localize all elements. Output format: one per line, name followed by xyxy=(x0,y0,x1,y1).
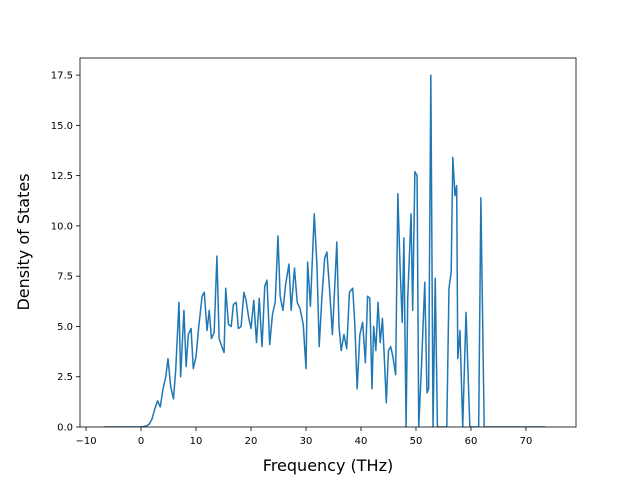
y-axis-label: Density of States xyxy=(14,173,33,310)
y-tick-label: 12.5 xyxy=(51,171,73,182)
x-tick-label: 50 xyxy=(410,436,423,447)
y-tick-label: 2.5 xyxy=(57,372,73,383)
x-tick-label: 70 xyxy=(520,436,533,447)
x-tick-label: 30 xyxy=(300,436,313,447)
y-tick-label: 7.5 xyxy=(57,272,73,283)
line-series xyxy=(103,74,546,427)
x-axis-label: Frequency (THz) xyxy=(263,456,393,475)
y-tick-label: 5.0 xyxy=(57,322,73,333)
x-tick-label: 10 xyxy=(190,436,203,447)
x-tick-label: −10 xyxy=(75,436,96,447)
y-tick-label: 10.0 xyxy=(51,221,73,232)
y-tick-label: 17.5 xyxy=(51,71,73,82)
y-tick-label: 15.0 xyxy=(51,121,73,132)
y-tick-label: 0.0 xyxy=(57,423,73,434)
x-tick-label: 20 xyxy=(245,436,258,447)
x-tick-label: 40 xyxy=(355,436,368,447)
x-tick-label: 0 xyxy=(138,436,144,447)
plot-frame xyxy=(79,57,577,428)
x-tick-label: 60 xyxy=(465,436,478,447)
